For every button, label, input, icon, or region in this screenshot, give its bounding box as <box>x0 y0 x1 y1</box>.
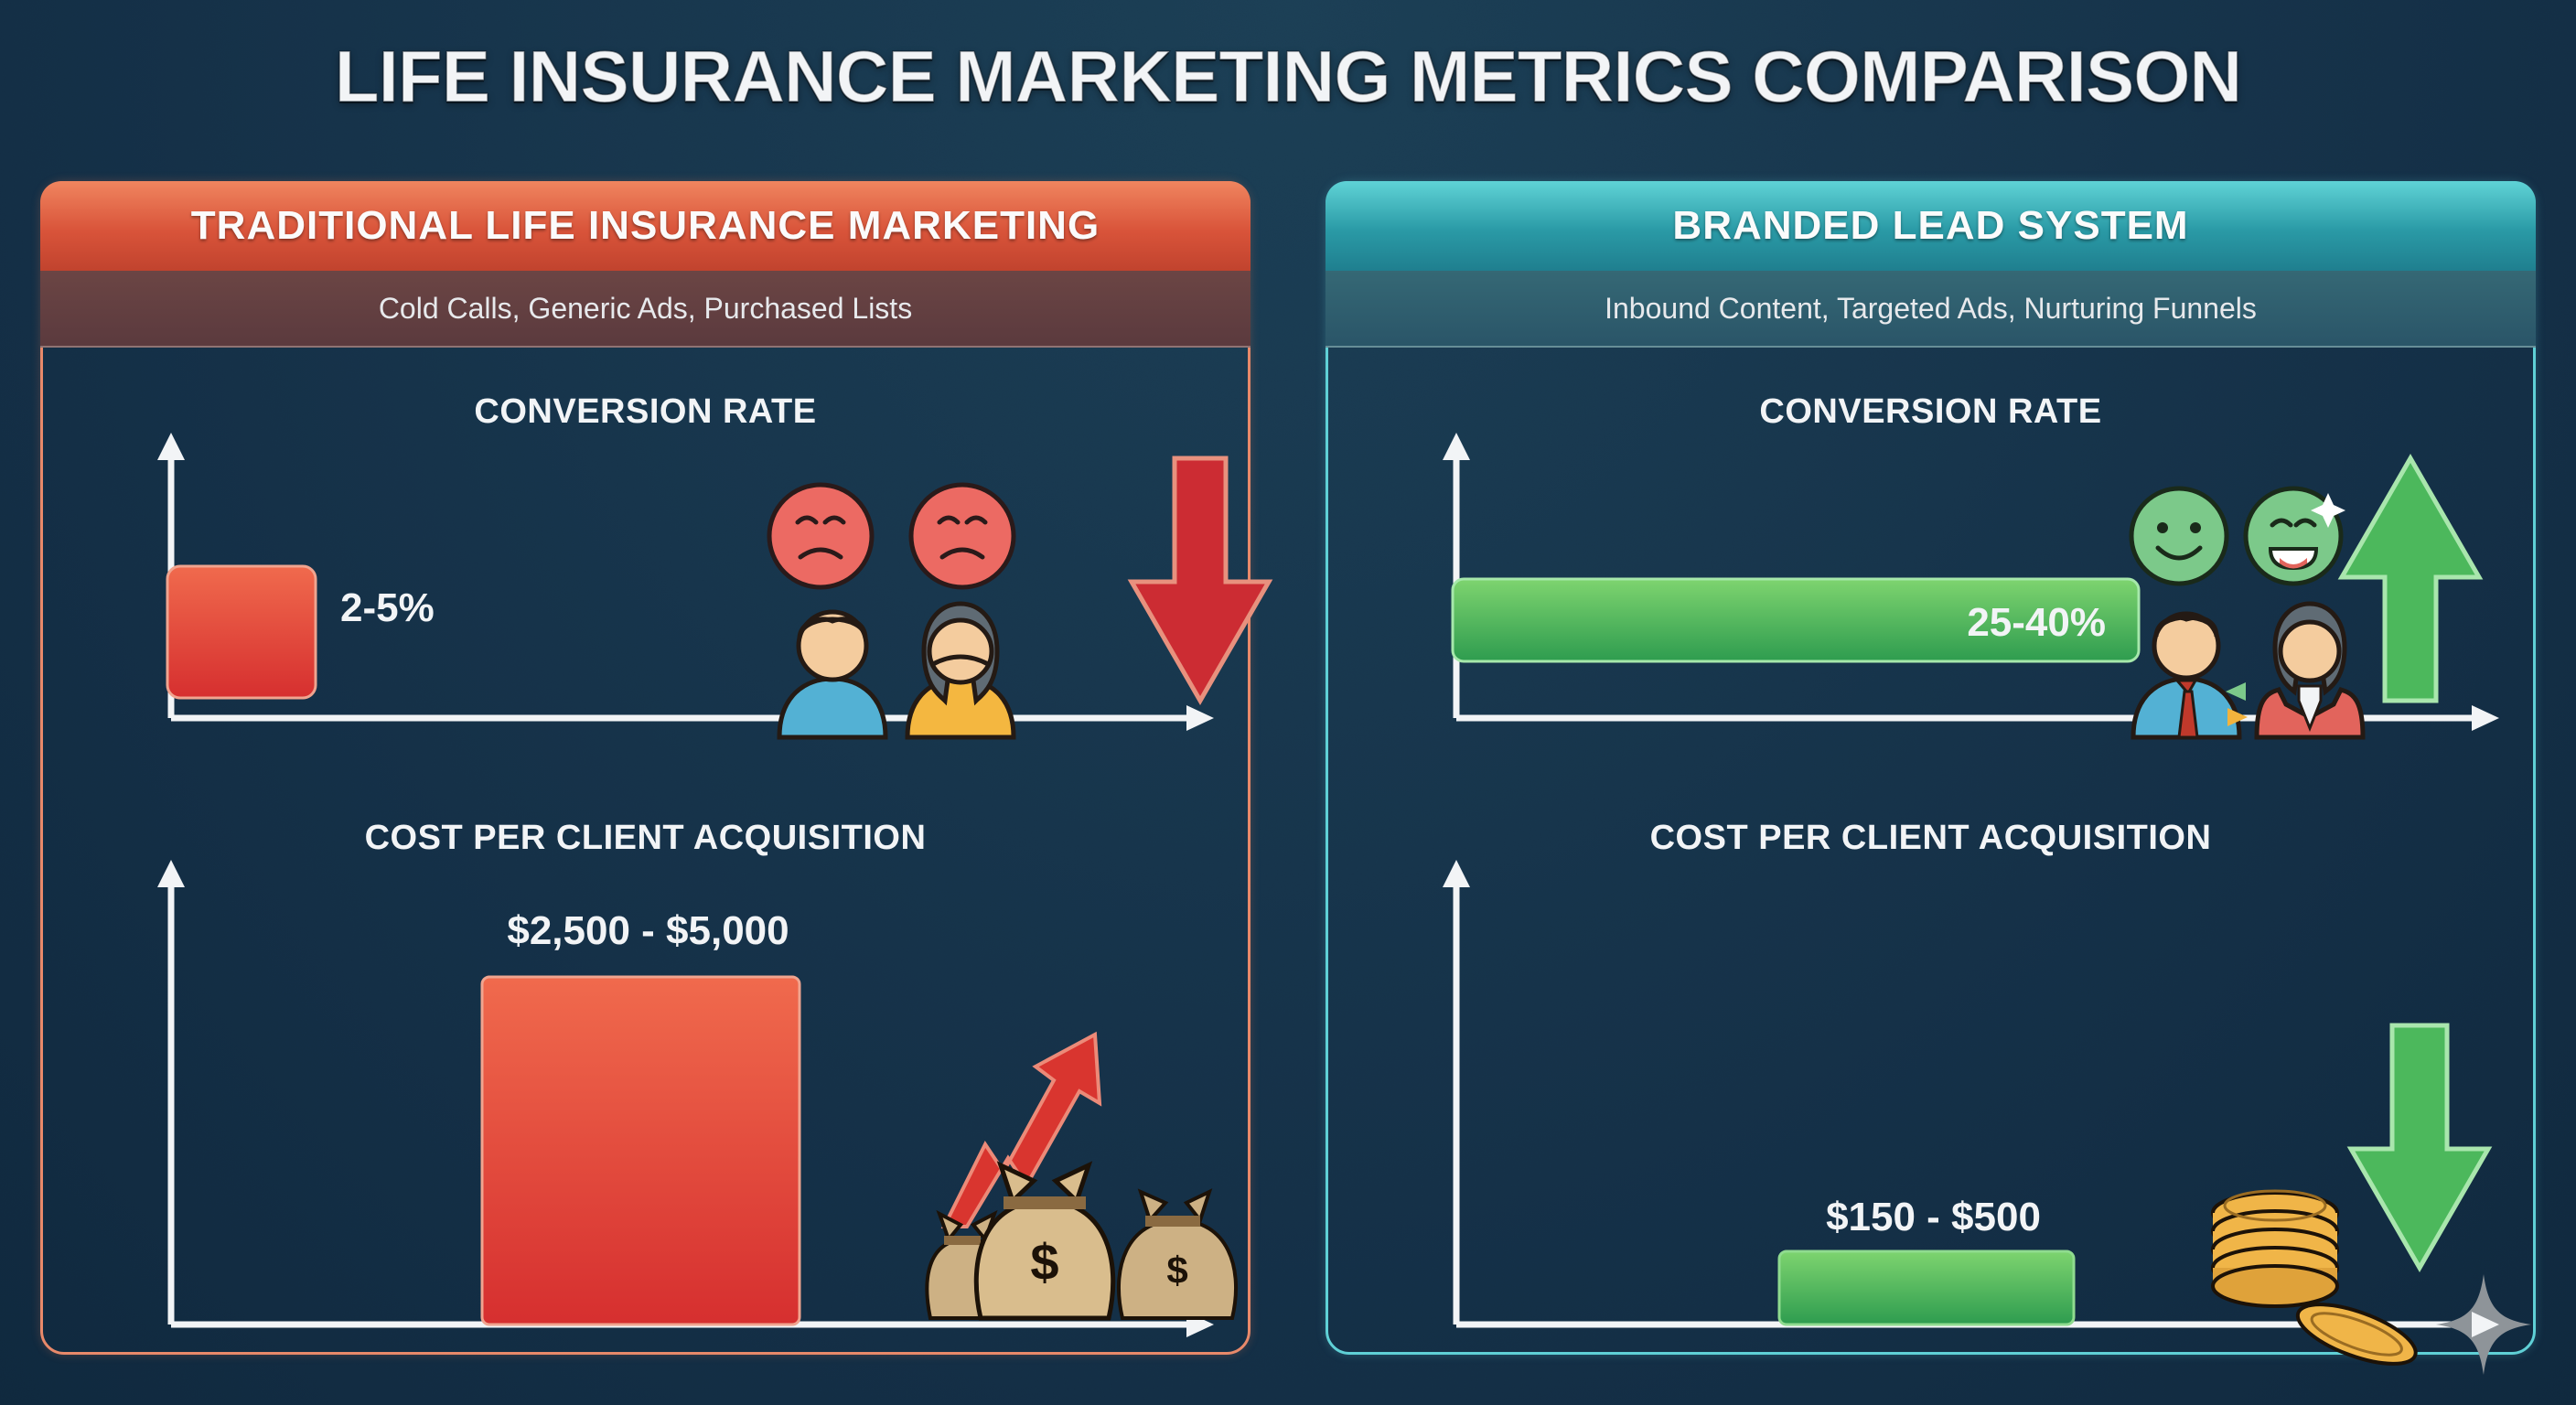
svg-text:$: $ <box>1166 1249 1187 1292</box>
svg-text:$: $ <box>1030 1233 1058 1291</box>
svg-text:25-40%: 25-40% <box>1967 600 2106 645</box>
